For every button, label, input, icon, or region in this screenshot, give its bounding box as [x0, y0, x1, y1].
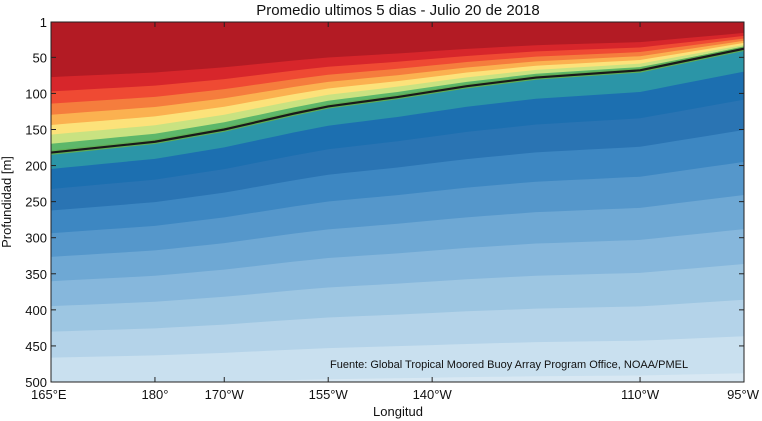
temperature-band-0 — [51, 22, 744, 78]
thermocline-line — [51, 47, 744, 154]
x-tick-label: 155°W — [309, 387, 349, 402]
source-note: Fuente: Global Tropical Moored Buoy Arra… — [330, 359, 688, 371]
y-tick-label: 100 — [25, 86, 47, 101]
y-tick-label: 500 — [25, 375, 47, 390]
x-axis: 165°E 180° 170°W 155°W 140°W 110°W 95°W — [31, 22, 760, 402]
y-tick-label: 450 — [25, 339, 47, 354]
x-tick-label: 110°W — [621, 387, 660, 402]
y-tick-label: 50 — [33, 50, 47, 65]
temperature-bands — [51, 22, 744, 382]
x-axis-title: Longitud — [373, 404, 423, 419]
y-tick-label: 200 — [25, 159, 47, 174]
y-tick-label: 400 — [25, 303, 47, 318]
y-tick-label: 250 — [25, 195, 47, 210]
y-axis-title: Profundidad [m] — [0, 156, 14, 248]
y-tick-label: 1 — [40, 15, 47, 30]
x-tick-label: 95°W — [727, 387, 760, 402]
x-tick-label: 140°W — [413, 387, 453, 402]
y-tick-label: 150 — [25, 122, 47, 137]
y-tick-label: 350 — [25, 267, 47, 282]
chart-title: Promedio ultimos 5 dias - Julio 20 de 20… — [256, 2, 540, 19]
x-tick-label: 170°W — [205, 387, 245, 402]
y-tick-label: 300 — [25, 231, 47, 246]
x-tick-label: 180° — [142, 387, 169, 402]
x-tick-label: 165°E — [31, 387, 67, 402]
thermocline-layer — [51, 46, 744, 155]
